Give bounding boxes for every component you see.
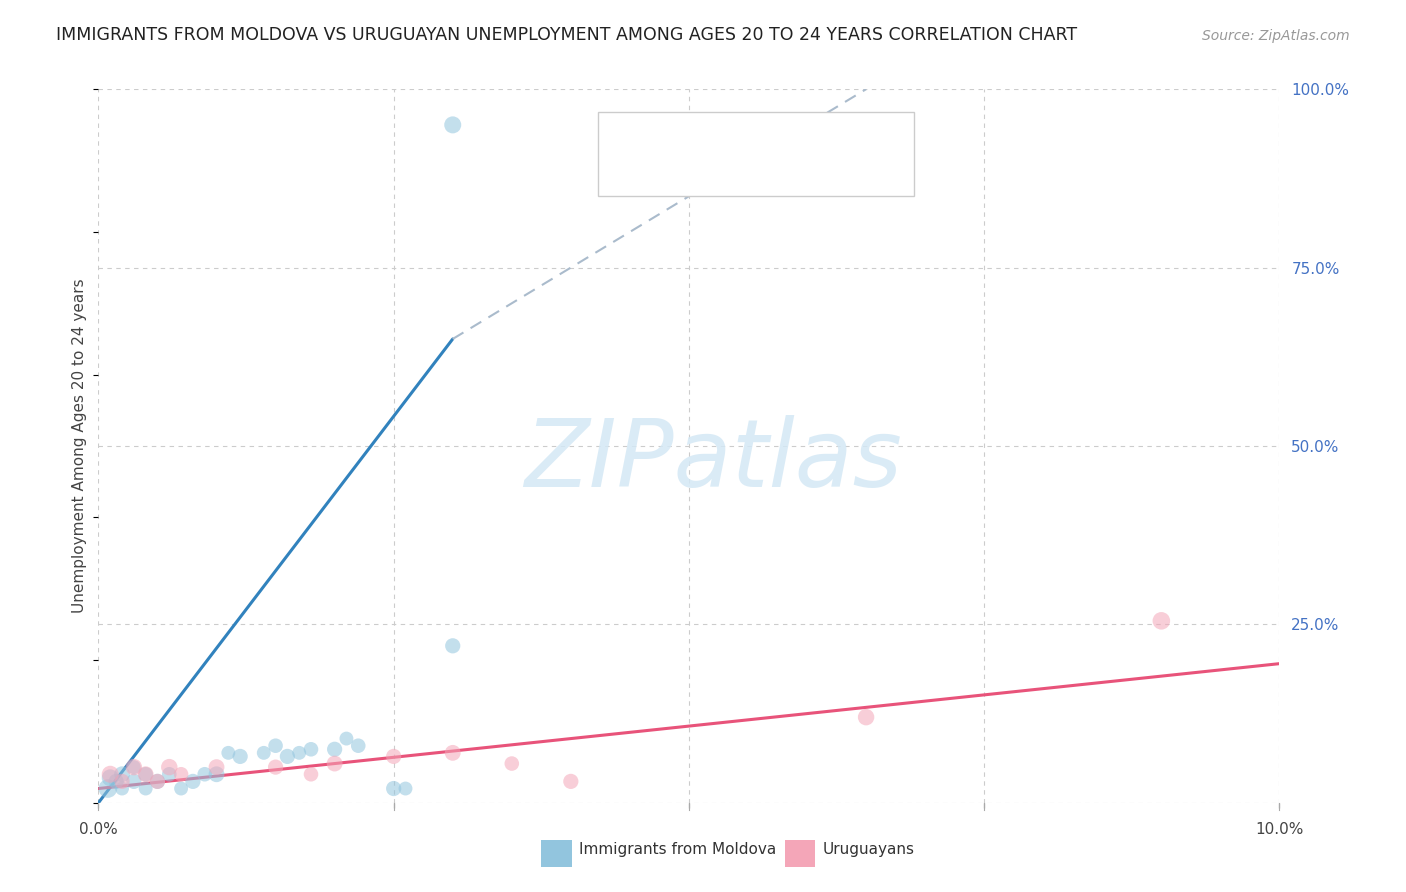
Point [441,746,464,760]
Point [299,742,322,756]
Point [347,739,370,753]
Point [181,774,204,789]
Point [299,767,322,781]
Point [122,760,145,774]
Text: Uruguayans: Uruguayans [823,842,914,856]
Point [157,760,180,774]
Point [122,760,145,774]
Point [382,781,405,796]
Point [335,731,357,746]
Point [323,756,346,771]
Text: 0.551: 0.551 [685,151,737,169]
Point [441,118,464,132]
Text: 10.0%: 10.0% [1256,822,1303,837]
Text: Source: ZipAtlas.com: Source: ZipAtlas.com [1202,29,1350,43]
Point [264,760,287,774]
Point [111,774,134,789]
Point [111,767,134,781]
Text: R =: R = [651,151,688,169]
Text: 0.0%: 0.0% [79,822,118,837]
Text: R =: R = [651,115,688,133]
Point [855,710,877,724]
Point [135,781,157,796]
Point [135,767,157,781]
Point [146,774,169,789]
Point [560,774,582,789]
Text: IMMIGRANTS FROM MOLDOVA VS URUGUAYAN UNEMPLOYMENT AMONG AGES 20 TO 24 YEARS CORR: IMMIGRANTS FROM MOLDOVA VS URUGUAYAN UNE… [56,26,1077,44]
Point [146,774,169,789]
Text: N =: N = [745,151,782,169]
Text: 28: 28 [776,115,799,133]
Text: 0.685: 0.685 [685,115,737,133]
Point [157,767,180,781]
Point [264,739,287,753]
Point [170,781,193,796]
Text: Immigrants from Moldova: Immigrants from Moldova [579,842,776,856]
Point [501,756,523,771]
Text: 17: 17 [776,151,799,169]
Point [98,771,121,785]
Point [288,746,311,760]
Point [194,767,217,781]
Point [323,742,346,756]
Point [105,774,128,789]
Point [276,749,298,764]
Text: ZIPatlas: ZIPatlas [523,415,901,506]
Point [205,767,228,781]
Text: N =: N = [745,115,782,133]
Point [441,639,464,653]
Point [253,746,276,760]
Point [135,767,157,781]
Point [229,749,252,764]
Point [111,781,134,796]
Point [394,781,416,796]
Point [97,781,120,796]
Point [205,760,228,774]
Point [170,767,193,781]
Y-axis label: Unemployment Among Ages 20 to 24 years: Unemployment Among Ages 20 to 24 years [72,278,87,614]
Point [1150,614,1173,628]
Point [217,746,239,760]
Point [382,749,405,764]
Point [98,767,121,781]
Point [122,774,145,789]
